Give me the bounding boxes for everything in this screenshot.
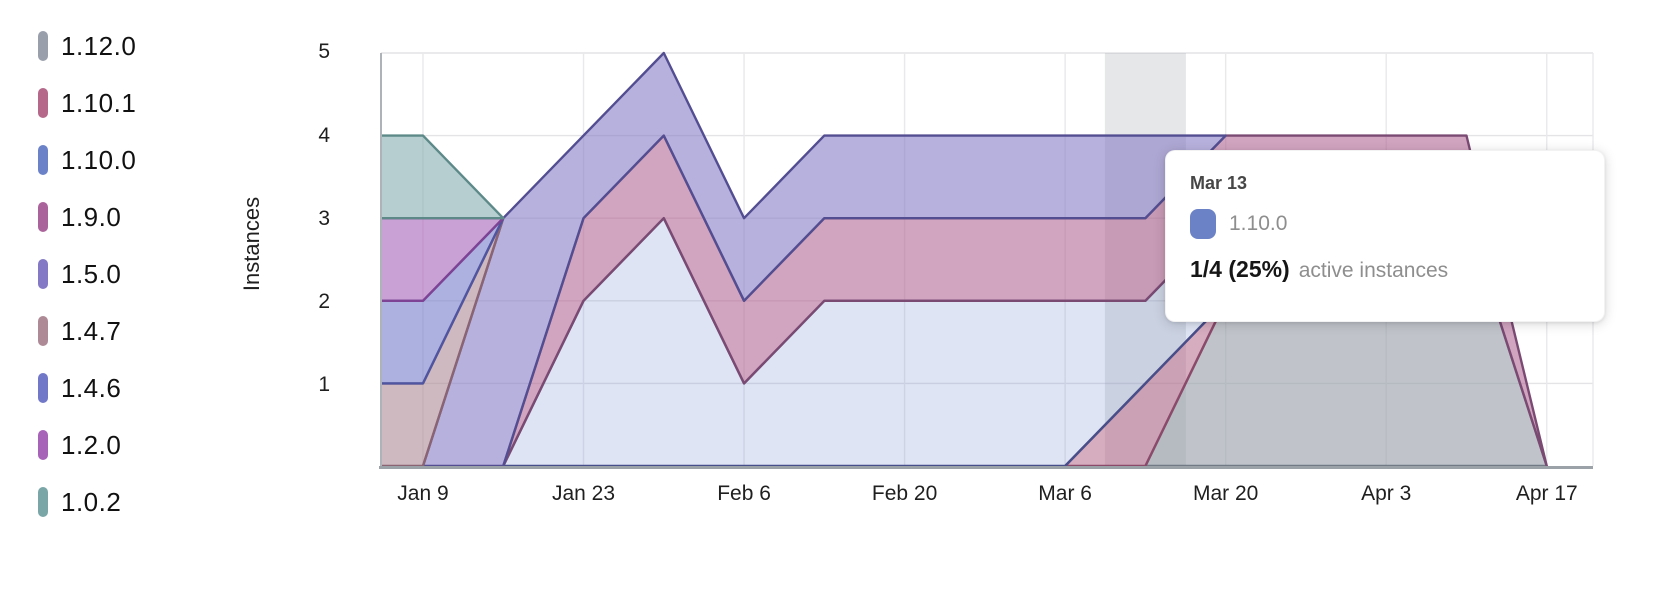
legend-marker-icon: [38, 316, 48, 346]
tooltip-value-row: 1/4 (25%) active instances: [1190, 256, 1580, 283]
y-tick-1: 1: [318, 373, 330, 396]
legend-item-1-10-1[interactable]: 1.10.1: [38, 88, 136, 118]
x-tick-mar-6: Mar 6: [1038, 482, 1092, 505]
legend-marker-icon: [38, 88, 48, 118]
legend-item-1-5-0[interactable]: 1.5.0: [38, 259, 136, 289]
legend-item-label: 1.12.0: [61, 31, 137, 61]
tooltip-series-marker-icon: [1190, 209, 1216, 239]
legend-item-label: 1.10.0: [61, 145, 137, 175]
legend-marker-icon: [38, 259, 48, 289]
legend-item-label: 1.9.0: [61, 202, 122, 232]
chart-legend: 1.12.0 1.10.1 1.10.0 1.9.0 1.5.0 1.4.7 1…: [38, 31, 136, 517]
y-tick-5: 5: [318, 40, 330, 63]
tooltip-series-row: 1.10.0: [1190, 209, 1580, 239]
legend-marker-icon: [38, 373, 48, 403]
tooltip-date: Mar 13: [1190, 173, 1248, 193]
legend-item-1-0-2[interactable]: 1.0.2: [38, 487, 136, 517]
legend-item-1-12-0[interactable]: 1.12.0: [38, 31, 136, 61]
tooltip-value: 1/4 (25%): [1190, 256, 1290, 282]
x-tick-jan-23: Jan 23: [551, 482, 616, 505]
x-tick-feb-6: Feb 6: [717, 482, 771, 505]
legend-marker-icon: [38, 430, 48, 460]
legend-item-label: 1.4.7: [61, 316, 122, 346]
legend-marker-icon: [38, 145, 48, 175]
chart-tooltip: Mar 13 1.10.0 1/4 (25%) active instances: [1165, 150, 1605, 322]
legend-marker-icon: [38, 202, 48, 232]
x-tick-jan-9: Jan 9: [397, 482, 449, 505]
legend-item-label: 1.5.0: [61, 259, 122, 289]
y-tick-2: 2: [318, 290, 330, 313]
legend-item-label: 1.4.6: [61, 373, 122, 403]
x-tick-apr-17: Apr 17: [1515, 482, 1578, 505]
legend-item-label: 1.10.1: [61, 88, 137, 118]
legend-item-1-9-0[interactable]: 1.9.0: [38, 202, 136, 232]
y-tick-4: 4: [318, 124, 330, 147]
legend-item-label: 1.2.0: [61, 430, 122, 460]
x-tick-apr-3: Apr 3: [1361, 482, 1412, 505]
legend-item-1-4-6[interactable]: 1.4.6: [38, 373, 136, 403]
y-tick-3: 3: [318, 207, 330, 230]
tooltip-value-suffix: active instances: [1298, 259, 1449, 282]
tooltip-series-label: 1.10.0: [1229, 212, 1288, 235]
x-tick-feb-20: Feb 20: [871, 482, 938, 505]
legend-marker-icon: [38, 487, 48, 517]
legend-marker-icon: [38, 31, 48, 61]
legend-item-1-10-0[interactable]: 1.10.0: [38, 145, 136, 175]
legend-item-1-4-7[interactable]: 1.4.7: [38, 316, 136, 346]
x-tick-mar-20: Mar 20: [1192, 482, 1259, 505]
legend-item-1-2-0[interactable]: 1.2.0: [38, 430, 136, 460]
legend-item-label: 1.0.2: [61, 487, 122, 517]
